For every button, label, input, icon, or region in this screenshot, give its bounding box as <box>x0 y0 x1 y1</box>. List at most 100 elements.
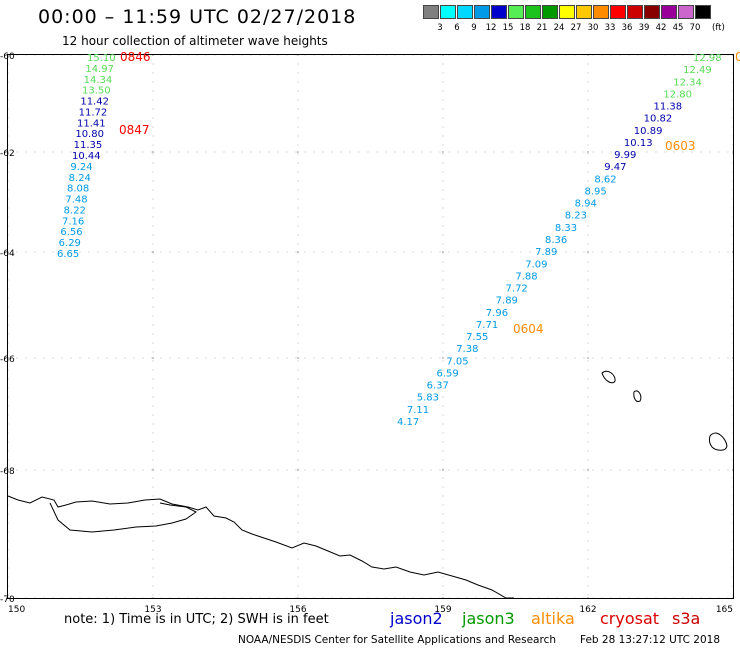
legend-label: 6 <box>454 23 460 33</box>
wave-height: 7.38 <box>456 344 478 355</box>
wave-height: 7.89 <box>535 247 557 258</box>
wave-height: 8.36 <box>545 235 567 246</box>
footer-timestamp: Feb 28 13:27:12 UTC 2018 <box>580 634 720 646</box>
wave-height: 6.59 <box>436 368 458 379</box>
island-3 <box>708 432 728 451</box>
wave-height: 10.44 <box>72 151 101 162</box>
wave-height: 8.23 <box>565 211 587 222</box>
legend-label: 21 <box>536 23 548 33</box>
legend-swatch <box>440 5 456 19</box>
time-label: 0604 <box>513 322 544 336</box>
wave-height: 8.24 <box>69 173 91 184</box>
lat-label: -64 <box>0 249 15 259</box>
wave-height: 7.72 <box>506 284 528 295</box>
track-west: 15.1014.9714.3413.5011.4211.7211.4110.80… <box>57 50 151 260</box>
wave-height: 7.48 <box>65 195 87 206</box>
time-label: 0 <box>735 50 740 64</box>
lon-label: 159 <box>434 605 451 615</box>
island-2 <box>633 390 642 402</box>
legend-label: 18 <box>519 23 531 33</box>
wave-height: 13.50 <box>82 86 111 97</box>
legend-label: 9 <box>471 23 477 33</box>
island-1 <box>601 370 616 384</box>
legend-label: 70 <box>689 23 701 33</box>
wave-height: 6.65 <box>57 249 79 260</box>
legend-label: 30 <box>587 23 599 33</box>
wave-height: 15.10 <box>87 53 116 64</box>
legend-unit: (ft) <box>712 23 725 33</box>
axis-labels: 150 153 156 159 162 165 -60 -62 -64 -66 -68 -70 <box>0 52 733 615</box>
inner-coast <box>49 502 197 533</box>
wave-height: 14.97 <box>85 64 114 75</box>
lat-label: -60 <box>0 52 15 62</box>
wave-height: 8.08 <box>67 184 89 195</box>
lat-label: -70 <box>0 595 15 605</box>
wave-height: 10.13 <box>624 138 653 149</box>
wave-height: 7.89 <box>496 296 518 307</box>
wave-height: 6.29 <box>59 238 81 249</box>
wave-height: 7.96 <box>486 308 508 319</box>
satellite-jason2: jason2 <box>390 609 443 628</box>
satellite-s3a: s3a <box>672 609 701 628</box>
wave-height: 12.98 <box>693 53 722 64</box>
legend-swatch <box>576 5 592 19</box>
lon-label: 153 <box>144 605 161 615</box>
legend-label: 27 <box>570 23 582 33</box>
wave-height: 10.82 <box>644 114 673 125</box>
wave-height: 7.16 <box>62 216 84 227</box>
time-label: 0603 <box>665 139 696 153</box>
wave-height: 7.09 <box>525 259 547 270</box>
wave-height: 10.80 <box>75 129 104 140</box>
page-subtitle: 12 hour collection of altimeter wave hei… <box>62 34 328 48</box>
wave-height: 9.24 <box>70 162 92 173</box>
satellite-cryosat: cryosat <box>600 609 660 628</box>
legend-label: 12 <box>485 23 497 33</box>
lon-label: 156 <box>289 605 306 615</box>
lat-label: -62 <box>0 149 15 159</box>
legend-swatch <box>457 5 473 19</box>
legend-label: 15 <box>502 23 514 33</box>
legend-label: 39 <box>638 23 650 33</box>
map-frame <box>7 54 734 599</box>
legend-swatch <box>525 5 541 19</box>
wave-height: 12.80 <box>663 89 692 100</box>
wave-height: 6.37 <box>427 381 449 392</box>
wave-height: 12.49 <box>683 65 712 76</box>
wave-height: 8.62 <box>594 174 616 185</box>
wave-height: 14.34 <box>84 75 113 86</box>
wave-height: 4.17 <box>397 417 419 428</box>
page-title: 00:00 – 11:59 UTC 02/27/2018 <box>38 6 357 28</box>
satellite-jason3: jason3 <box>462 609 515 628</box>
wave-height: 11.72 <box>79 107 108 118</box>
footer-note: note: 1) Time is in UTC; 2) SWH is in fe… <box>64 612 329 627</box>
wave-height: 5.83 <box>417 393 439 404</box>
lon-label: 150 <box>8 605 25 615</box>
legend-swatch <box>644 5 660 19</box>
wave-height: 7.05 <box>446 356 468 367</box>
graticule <box>7 54 734 599</box>
wave-height: 8.95 <box>584 186 606 197</box>
lat-label: -66 <box>0 355 15 365</box>
wave-height: 11.41 <box>77 118 106 129</box>
legend-label: 45 <box>672 23 684 33</box>
wave-height: 11.42 <box>80 97 109 108</box>
wave-height: 10.89 <box>634 126 663 137</box>
legend-swatch <box>593 5 609 19</box>
legend-swatch <box>542 5 558 19</box>
legend-swatch <box>627 5 643 19</box>
legend-swatch <box>559 5 575 19</box>
coastline <box>7 370 728 599</box>
lat-label: -68 <box>0 467 15 477</box>
wave-height: 7.55 <box>466 332 488 343</box>
legend-label: 36 <box>621 23 633 33</box>
wave-height: 7.71 <box>476 320 498 331</box>
legend-swatch <box>610 5 626 19</box>
wave-height: 7.88 <box>515 271 537 282</box>
legend-label: 33 <box>604 23 616 33</box>
legend-swatch <box>661 5 677 19</box>
satellite-altika: altika <box>531 609 575 628</box>
legend-label: 42 <box>655 23 667 33</box>
